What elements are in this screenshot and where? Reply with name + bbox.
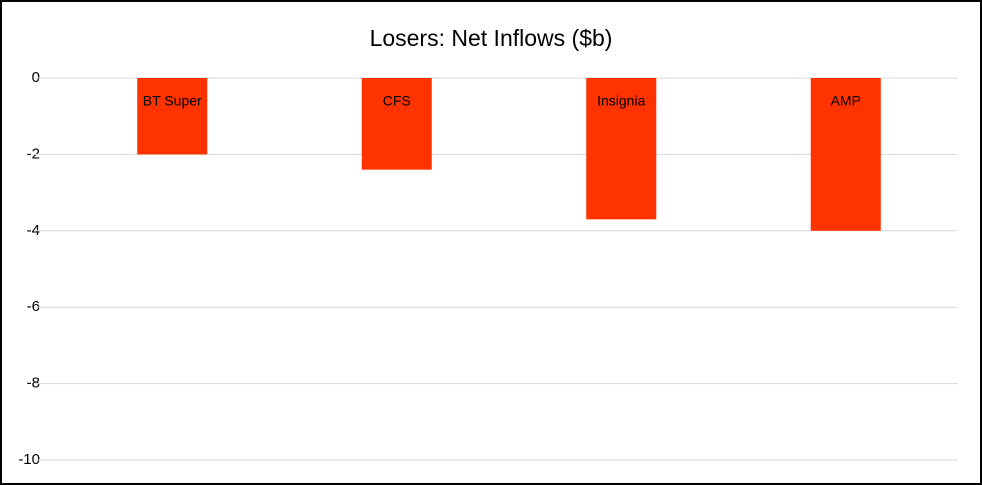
bar xyxy=(137,78,208,155)
x-tick-label: BT Super xyxy=(143,93,202,109)
y-tick-label: -10 xyxy=(18,451,40,468)
bar xyxy=(810,78,881,231)
y-tick-label: -6 xyxy=(27,298,40,315)
y-tick-label: -8 xyxy=(27,375,40,392)
bar xyxy=(361,78,432,170)
x-tick-label: AMP xyxy=(831,93,861,109)
y-tick-label: -4 xyxy=(27,222,40,239)
x-tick-label: CFS xyxy=(383,93,411,109)
y-tick-label: -2 xyxy=(27,145,40,162)
chart-title: Losers: Net Inflows ($b) xyxy=(370,25,613,51)
x-tick-label: Insignia xyxy=(597,93,645,109)
bar xyxy=(586,78,657,220)
y-tick-label: 0 xyxy=(32,69,40,86)
